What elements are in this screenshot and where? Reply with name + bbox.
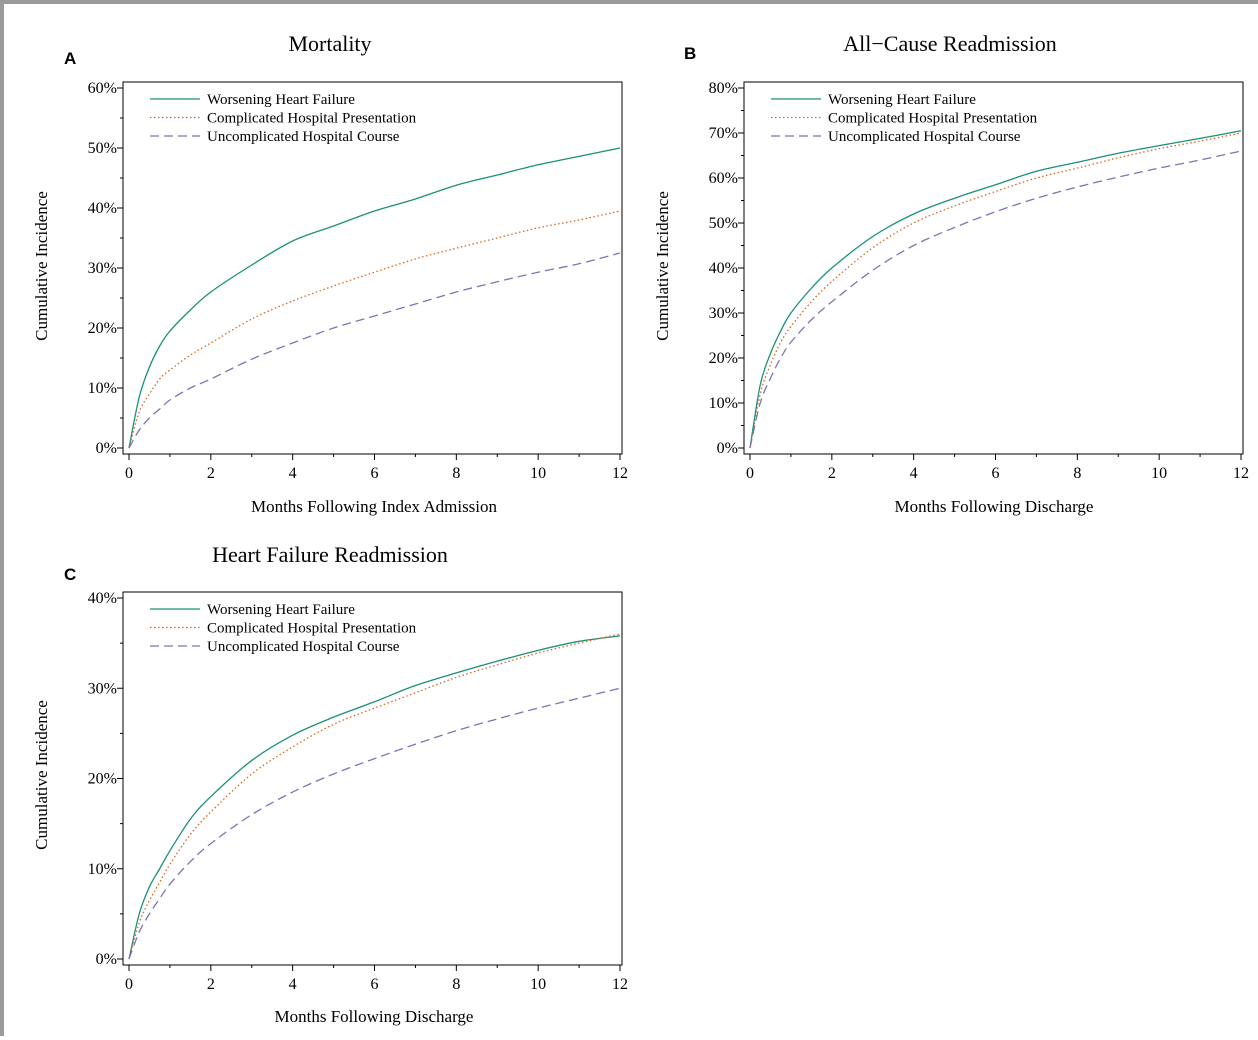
- x-tick-label: 6: [371, 976, 379, 993]
- x-tick-label: 12: [1233, 465, 1249, 482]
- y-tick-label: 70%: [709, 125, 738, 142]
- legend-label: Worsening Heart Failure: [207, 602, 355, 618]
- chart-title: Heart Failure Readmission: [212, 542, 448, 567]
- x-tick-label: 10: [530, 976, 546, 993]
- y-tick-label: 40%: [88, 590, 117, 607]
- y-axis-label: Cumulative Incidence: [32, 191, 51, 341]
- series-line-dotted: [749, 132, 1242, 449]
- chart-panel-b: B All−Cause Readmission 0% 10% 20% 30% 40% 50% 6…: [653, 31, 1249, 516]
- y-tick-label: 10%: [709, 395, 738, 412]
- y-tick-label: 0%: [96, 440, 117, 457]
- y-tick-label: 50%: [709, 215, 738, 232]
- x-tick-label: 2: [207, 976, 215, 993]
- chart-panel-c: C Heart Failure Readmission 0% 10% 20% 30% 40%…: [32, 542, 628, 1026]
- y-tick-label: 30%: [88, 680, 117, 697]
- y-tick-label: 20%: [709, 350, 738, 367]
- y-tick-label: 0%: [717, 440, 738, 457]
- legend-label: Uncomplicated Hospital Course: [207, 129, 400, 145]
- x-tick-label: 6: [371, 465, 379, 482]
- x-tick-label: 4: [289, 976, 297, 993]
- legend-label: Worsening Heart Failure: [207, 92, 355, 108]
- chart-panel-a: A Mortality 0% 10% 20% 30% 40% 50% 60% 0 2 4 6 8 10 12 M…: [32, 31, 628, 516]
- series-line-dotted: [128, 210, 621, 449]
- series-line-dashed: [128, 252, 621, 449]
- series-line-dotted: [128, 633, 621, 960]
- legend-label: Uncomplicated Hospital Course: [828, 129, 1021, 145]
- panel-letter: C: [64, 565, 76, 584]
- panel-letter: A: [64, 49, 76, 68]
- x-tick-label: 12: [612, 465, 628, 482]
- x-tick-label: 8: [452, 465, 460, 482]
- y-tick-label: 40%: [88, 200, 117, 217]
- legend-label: Complicated Hospital Presentation: [828, 111, 1038, 127]
- series-line-solid: [128, 635, 621, 960]
- panel-letter: B: [684, 44, 696, 63]
- y-tick-label: 20%: [88, 320, 117, 337]
- x-tick-label: 2: [828, 465, 836, 482]
- y-tick-label: 30%: [88, 260, 117, 277]
- y-tick-label: 60%: [709, 170, 738, 187]
- x-tick-label: 4: [289, 465, 297, 482]
- x-tick-label: 10: [530, 465, 546, 482]
- x-tick-label: 0: [125, 976, 133, 993]
- y-axis-label: Cumulative Incidence: [653, 191, 672, 341]
- x-axis-label: Months Following Discharge: [895, 497, 1094, 516]
- x-axis-label: Months Following Discharge: [275, 1007, 474, 1026]
- series-line-solid: [128, 147, 621, 449]
- chart-title: Mortality: [288, 31, 371, 56]
- y-tick-label: 60%: [88, 80, 117, 97]
- legend-label: Uncomplicated Hospital Course: [207, 639, 400, 655]
- series-line-solid: [749, 130, 1242, 449]
- legend-label: Worsening Heart Failure: [828, 92, 976, 108]
- legend-label: Complicated Hospital Presentation: [207, 111, 417, 127]
- x-tick-label: 6: [992, 465, 1000, 482]
- y-tick-label: 10%: [88, 380, 117, 397]
- x-tick-label: 10: [1151, 465, 1167, 482]
- x-axis-label: Months Following Index Admission: [251, 497, 498, 516]
- series-line-dashed: [749, 150, 1242, 449]
- x-tick-label: 0: [746, 465, 754, 482]
- x-tick-label: 4: [910, 465, 918, 482]
- y-tick-label: 0%: [96, 951, 117, 968]
- x-tick-label: 8: [452, 976, 460, 993]
- x-tick-label: 0: [125, 465, 133, 482]
- y-tick-label: 50%: [88, 140, 117, 157]
- y-tick-label: 80%: [709, 80, 738, 97]
- x-tick-label: 8: [1073, 465, 1081, 482]
- y-tick-label: 10%: [88, 861, 117, 878]
- y-tick-label: 40%: [709, 260, 738, 277]
- series-line-dashed: [128, 687, 621, 960]
- y-tick-label: 30%: [709, 305, 738, 322]
- y-tick-label: 20%: [88, 771, 117, 788]
- x-tick-label: 12: [612, 976, 628, 993]
- chart-title: All−Cause Readmission: [843, 31, 1056, 56]
- x-tick-label: 2: [207, 465, 215, 482]
- y-axis-label: Cumulative Incidence: [32, 700, 51, 850]
- legend-label: Complicated Hospital Presentation: [207, 621, 417, 637]
